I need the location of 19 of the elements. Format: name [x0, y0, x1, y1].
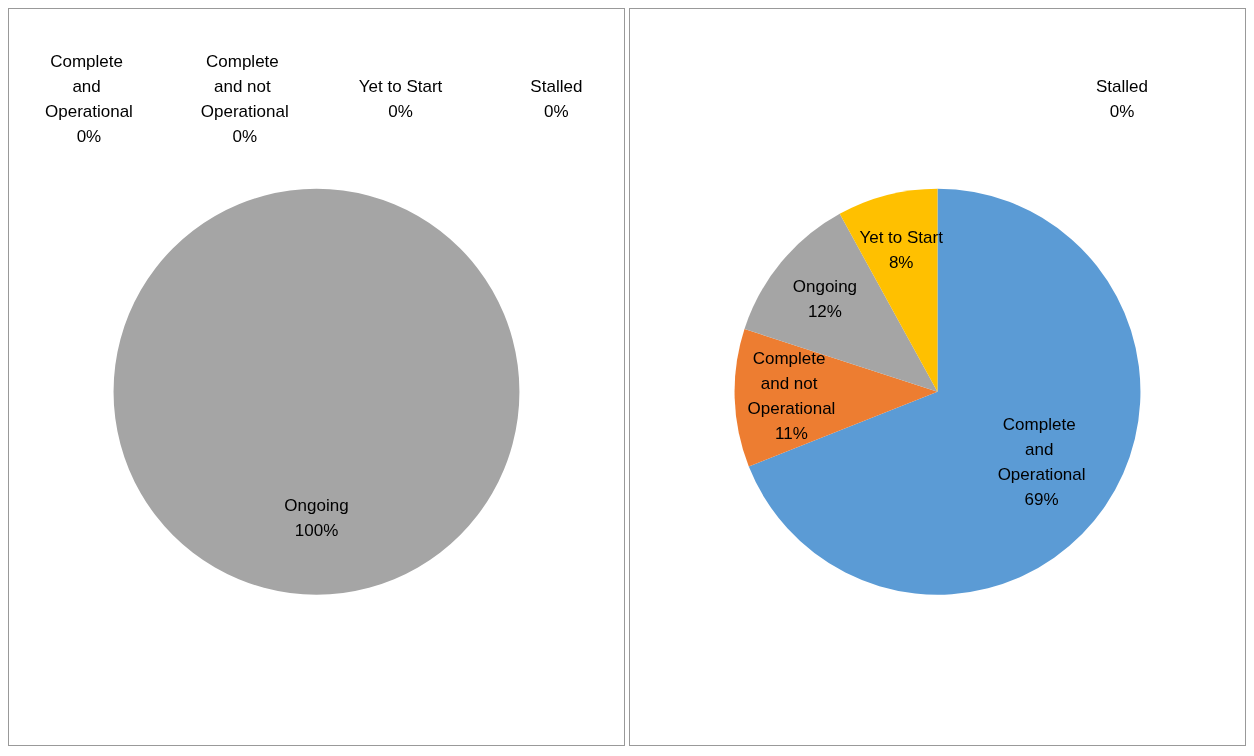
text: 0%	[388, 102, 413, 121]
data-label: 100%	[294, 520, 339, 540]
data-label: 69%	[1024, 490, 1059, 510]
category-label: Stalled	[1096, 77, 1148, 96]
text: 0%	[76, 127, 102, 146]
category-label: Stalled	[530, 77, 583, 96]
slice-label: Ongoing	[284, 495, 349, 515]
category-label: Complete and not Operational	[200, 52, 289, 121]
slice-label: Ongoing	[792, 276, 858, 296]
text: 0%	[544, 102, 569, 121]
text: 0%	[1109, 102, 1135, 121]
data-label: 12%	[807, 301, 842, 321]
slice-label: Complete and Operational	[997, 415, 1086, 485]
data-label: 11%	[775, 424, 808, 444]
category-label: Yet to Start	[358, 77, 443, 96]
data-label: 8%	[888, 253, 914, 273]
text: 0%	[232, 127, 258, 146]
slice-label: Complete and not Operational	[747, 349, 836, 419]
category-label: Complete and Operational	[45, 52, 133, 121]
